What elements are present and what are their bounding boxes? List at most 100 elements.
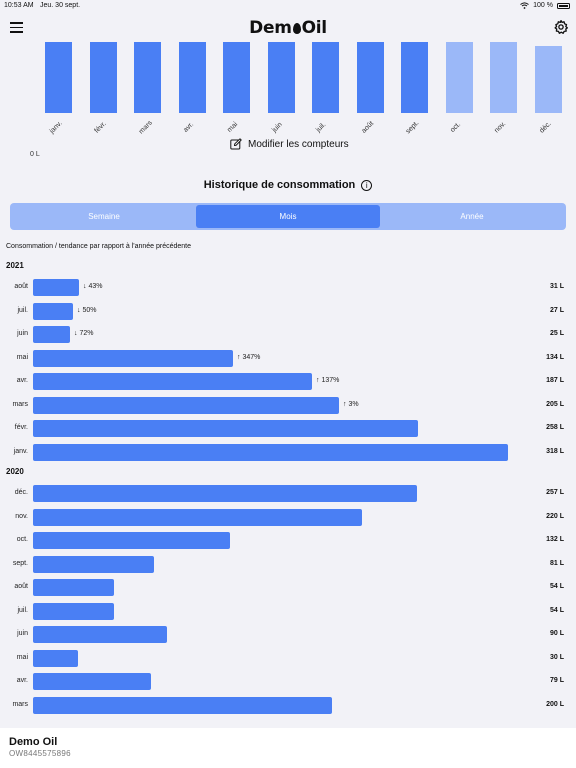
- tab-month[interactable]: Mois: [196, 205, 380, 228]
- row-value-label: 54 L: [549, 606, 564, 614]
- row-value-label: 205 L: [546, 400, 564, 408]
- row-month-label: oct.: [16, 536, 28, 543]
- x-tick-label: avr.: [181, 121, 195, 134]
- row-value-label: 318 L: [546, 447, 564, 455]
- consumption-bar: [33, 396, 339, 414]
- month-bar: [134, 42, 161, 113]
- history-row[interactable]: mai ↑ 347% 134 L: [0, 349, 576, 367]
- row-value-label: 25 L: [549, 330, 564, 337]
- month-bar: [534, 46, 562, 113]
- history-row[interactable]: juil. ↓ 50% 27 L: [0, 302, 576, 320]
- row-month-label: août: [14, 283, 28, 290]
- account-id: OW8445575896: [9, 749, 71, 758]
- history-row[interactable]: août ↓ 43% 31 L: [0, 279, 576, 296]
- month-bar: [223, 42, 250, 113]
- row-month-label: nov.: [15, 512, 28, 520]
- row-value-label: 27 L: [549, 306, 564, 314]
- history-row[interactable]: févr. 258 L: [0, 420, 576, 437]
- history-subtitle: Consommation / tendance par rapport à l'…: [6, 243, 192, 250]
- status-time: 10:53 AM: [4, 2, 34, 9]
- year-label: 2021: [6, 261, 24, 270]
- row-value-label: 132 L: [546, 536, 564, 543]
- month-bar: [312, 42, 339, 113]
- account-name: Demo Oil: [9, 736, 58, 748]
- trend-label: ↓ 50%: [77, 306, 97, 314]
- consumption-bar: [33, 443, 508, 461]
- consumption-bar: [33, 279, 79, 296]
- consumption-bar: [33, 302, 73, 320]
- navigation-bar: Dem Oil: [0, 12, 576, 44]
- row-value-label: 200 L: [546, 700, 564, 708]
- menu-icon[interactable]: [10, 22, 23, 33]
- brand-logo: Dem Oil: [249, 18, 327, 38]
- trend-label: ↓ 43%: [83, 283, 103, 290]
- history-row[interactable]: déc. 257 L: [0, 485, 576, 502]
- period-segmented-control: Semaine Mois Année: [10, 203, 566, 230]
- row-value-label: 54 L: [549, 583, 564, 590]
- consumption-bar: [33, 420, 418, 437]
- row-value-label: 31 L: [549, 283, 564, 290]
- x-tick-label: déc.: [537, 120, 553, 135]
- history-row[interactable]: mars 200 L: [0, 696, 576, 714]
- battery-icon: [557, 2, 570, 9]
- row-month-label: avr.: [16, 677, 28, 684]
- row-value-label: 134 L: [546, 353, 564, 361]
- year-label: 2020: [6, 467, 24, 476]
- row-month-label: déc.: [14, 489, 28, 496]
- edit-meters-label: Modifier les compteurs: [248, 138, 349, 150]
- consumption-bar: [33, 326, 70, 343]
- status-indicators: 100 %: [520, 2, 570, 9]
- consumption-bar: [33, 626, 167, 643]
- gear-icon[interactable]: [553, 19, 569, 35]
- history-row[interactable]: mars ↑ 3% 205 L: [0, 396, 576, 414]
- trend-label: ↑ 3%: [343, 400, 359, 408]
- history-row[interactable]: juin 90 L: [0, 626, 576, 643]
- row-month-label: juil.: [17, 306, 28, 314]
- row-month-label: févr.: [14, 424, 28, 431]
- x-tick-label: nov.: [493, 120, 508, 135]
- tab-week[interactable]: Semaine: [88, 212, 120, 221]
- history-row[interactable]: avr. 79 L: [0, 673, 576, 690]
- monthly-consumption-chart: 0 L janv. févr. mars avr. mai juin juil. août se…: [0, 42, 576, 158]
- history-row[interactable]: oct. 132 L: [0, 532, 576, 549]
- history-row[interactable]: avr. ↑ 137% 187 L: [0, 373, 576, 390]
- consumption-bar: [33, 696, 332, 714]
- row-month-label: juin: [17, 330, 28, 337]
- tab-year[interactable]: Année: [460, 212, 484, 221]
- consumption-bar: [33, 579, 114, 596]
- edit-icon: [230, 138, 242, 150]
- consumption-bar: [33, 673, 151, 690]
- row-value-label: 30 L: [549, 653, 564, 661]
- row-value-label: 257 L: [546, 489, 564, 496]
- history-row[interactable]: août 54 L: [0, 579, 576, 596]
- history-row[interactable]: janv. 318 L: [0, 443, 576, 461]
- row-month-label: juin: [17, 630, 28, 637]
- history-row[interactable]: sept. 81 L: [0, 555, 576, 573]
- row-month-label: août: [14, 583, 28, 590]
- consumption-bar: [33, 373, 312, 390]
- history-row[interactable]: nov. 220 L: [0, 508, 576, 526]
- info-icon[interactable]: i: [361, 180, 373, 191]
- row-month-label: mars: [12, 700, 28, 708]
- history-row[interactable]: juin ↓ 72% 25 L: [0, 326, 576, 343]
- row-month-label: mars: [12, 400, 28, 408]
- x-tick-label: juin: [270, 121, 284, 134]
- row-month-label: juil.: [17, 606, 28, 614]
- row-value-label: 90 L: [549, 630, 564, 637]
- history-row[interactable]: mai 30 L: [0, 649, 576, 667]
- consumption-bar: [33, 555, 154, 573]
- row-value-label: 81 L: [549, 559, 564, 567]
- edit-meters-button[interactable]: Modifier les compteurs: [230, 138, 349, 150]
- month-bar: [178, 42, 206, 113]
- row-value-label: 220 L: [546, 512, 564, 520]
- month-bar: [445, 42, 473, 113]
- history-row[interactable]: juil. 54 L: [0, 602, 576, 620]
- consumption-bar: [33, 485, 417, 502]
- x-tick-label: juil.: [315, 121, 328, 134]
- row-month-label: sept.: [12, 559, 28, 567]
- row-value-label: 79 L: [549, 677, 564, 684]
- consumption-bar: [33, 649, 78, 667]
- trend-label: ↑ 137%: [316, 377, 340, 384]
- status-bar: 10:53 AM Jeu. 30 sept. 100 %: [0, 0, 576, 12]
- row-month-label: mai: [16, 353, 28, 361]
